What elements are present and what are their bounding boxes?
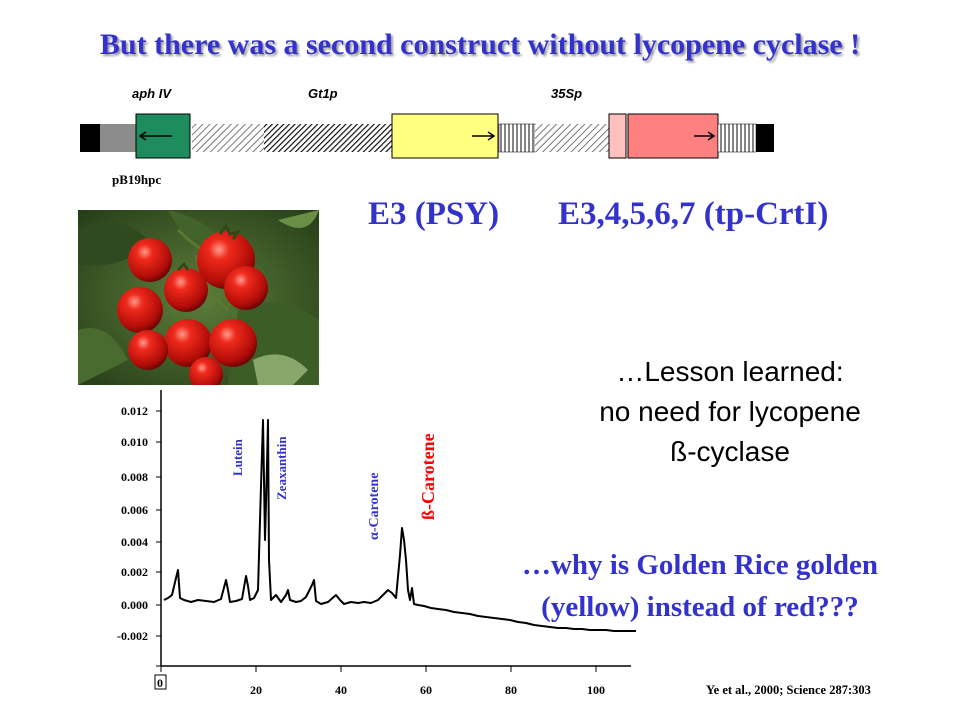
y-tick-label: 0.002: [121, 565, 148, 579]
y-tick-label: 0.006: [121, 503, 148, 517]
peak-labels: Lutein Zeaxanthin α-Carotene ß-Carotene: [230, 433, 438, 540]
lesson-text: …Lesson learned: no need for lycopene ß-…: [540, 352, 920, 472]
hplc-chromatogram: 0.012 0.010 0.008 0.006 0.004 0.002 0.00…: [117, 390, 636, 697]
x-tick-label: 80: [505, 683, 517, 697]
y-tick-label: 0.004: [121, 535, 148, 549]
left-gray-block: [100, 124, 136, 152]
right-border-block: [756, 124, 774, 152]
aph-iv-arrow: [138, 131, 172, 141]
gene-label-gt1p: Gt1p: [308, 86, 338, 101]
lesson-line-1: …Lesson learned:: [616, 356, 844, 387]
35sp-arrow: [694, 131, 716, 141]
question-text: …why is Golden Rice golden (yellow) inst…: [446, 544, 954, 628]
y-tick-label: -0.002: [117, 629, 148, 643]
gene-construct-diagram: [80, 113, 774, 159]
x-tick-label: 60: [420, 683, 432, 697]
x-tick-label: 40: [335, 683, 347, 697]
y-tick-label: 0.012: [121, 404, 148, 418]
y-tick-label: 0.010: [121, 435, 148, 449]
gene-label-35sp: 35Sp: [551, 86, 583, 101]
citation: Ye et al., 2000; Science 287:303: [706, 683, 871, 697]
plasmid-label: pB19hpc: [112, 172, 162, 187]
chromatogram-trace: [163, 419, 636, 632]
tomato-photo: [78, 210, 319, 385]
y-tick-label: 0.008: [121, 470, 148, 484]
gt1p-arrow: [472, 131, 496, 141]
x-tick-label: 0: [157, 676, 163, 690]
peak-label-alpha-carotene: α-Carotene: [367, 473, 382, 540]
hatched-region-2: [264, 124, 392, 152]
question-line-2: (yellow) instead of red???: [541, 591, 859, 623]
peak-label-beta-carotene: ß-Carotene: [418, 433, 438, 520]
left-border-block: [80, 124, 100, 152]
hatched-region-3: [535, 124, 609, 152]
construct-crti: E3,4,5,6,7 (tp-CrtI): [558, 196, 829, 232]
peak-label-lutein: Lutein: [230, 438, 245, 476]
hatched-region-1: [192, 124, 264, 152]
lesson-line-2: no need for lycopene: [599, 396, 861, 427]
peak-label-zeaxanthin: Zeaxanthin: [274, 436, 289, 500]
x-axis: 0 20 40 60 80 100: [154, 665, 631, 697]
transit-peptide-box: [608, 113, 627, 159]
x-tick-label: 20: [250, 683, 262, 697]
terminator-2: [717, 123, 757, 153]
y-axis: 0.012 0.010 0.008 0.006 0.004 0.002 0.00…: [117, 390, 162, 667]
construct-psy: E3 (PSY): [368, 196, 500, 232]
terminator-1: [498, 123, 536, 153]
gene-label-aph-iv: aph IV: [132, 86, 172, 101]
question-line-1: …why is Golden Rice golden: [521, 549, 879, 581]
x-tick-label: 100: [587, 683, 605, 697]
lesson-line-3: ß-cyclase: [670, 436, 790, 467]
y-tick-label: 0.000: [121, 598, 148, 612]
slide-title: But there was a second construct without…: [99, 28, 861, 61]
